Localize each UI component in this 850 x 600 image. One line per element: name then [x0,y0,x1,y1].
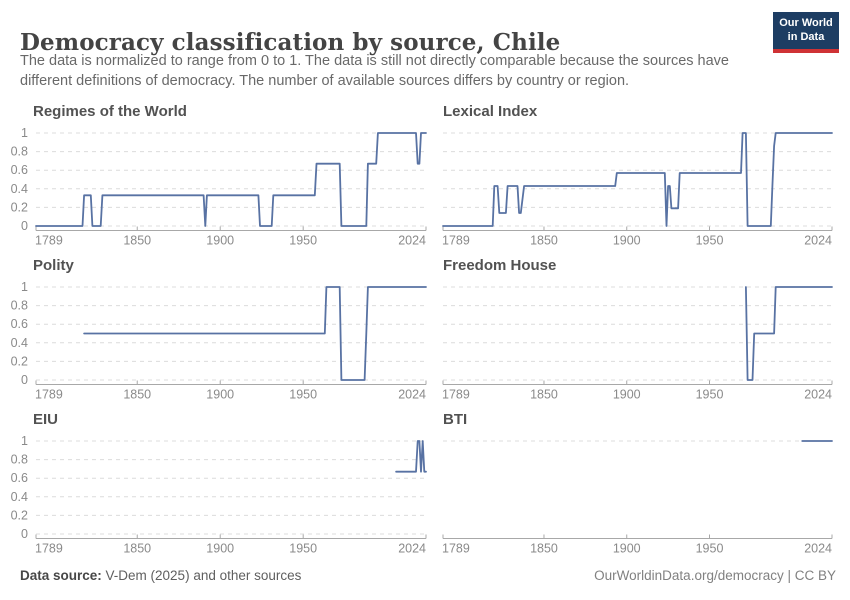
x-axis-tick-label: 1900 [613,542,641,556]
y-axis-tick-label: 1 [21,434,28,448]
x-axis-tick-label: 1900 [206,542,234,556]
x-axis-tick-label: 1789 [35,542,63,556]
chart-title-regimes-of-the-world: Regimes of the World [33,103,187,120]
y-axis-tick-label: 0.6 [11,163,28,177]
y-axis-tick-label: 0.8 [11,145,28,159]
chart-canvas-lexical-index: 1789 1850 1900 1950 2024 [442,132,833,248]
owid-logo: Our World in Data [773,12,839,53]
x-axis-tick-label: 1950 [696,542,724,556]
data-series-line [744,286,833,381]
x-axis-tick-label: 1850 [123,388,151,402]
x-axis-tick-label: 1789 [442,388,470,402]
x-axis-tick-label: 1950 [289,542,317,556]
y-axis-tick-label: 0.6 [11,317,28,331]
x-axis-tick-label: 2024 [804,388,832,402]
x-axis-tick-label: 2024 [804,234,832,248]
y-axis-tick-label: 0.4 [11,336,28,350]
x-axis-tick-label: 2024 [398,388,426,402]
x-axis-tick-label: 1900 [206,234,234,248]
y-axis-tick-label: 0.2 [11,508,28,522]
owid-logo-line2: in Data [787,30,825,43]
chart-title-eiu: EIU [33,411,59,428]
x-axis-tick-label: 1789 [442,234,470,248]
x-axis-tick-label: 1850 [123,234,151,248]
x-axis-tick-label: 1850 [123,542,151,556]
y-axis-tick-label: 0 [21,373,28,387]
y-axis-tick-label: 1 [21,280,28,294]
x-axis-tick-label: 1850 [530,542,558,556]
y-axis-tick-label: 0.4 [11,490,28,504]
x-axis-tick-label: 1900 [206,388,234,402]
x-axis-tick-label: 2024 [804,542,832,556]
owid-logo-line1: Our World [779,17,833,29]
chart-title-bti: BTI [443,411,468,428]
footer-source-text: V-Dem (2025) and other sources [101,568,302,583]
x-axis-tick-label: 2024 [398,542,426,556]
y-axis-tick-label: 0.2 [11,200,28,214]
chart-canvas-eiu: 1 0.8 0.6 0.4 0.2 0 1789 1850 1900 1950 2024 [11,434,427,556]
footer-source: Data source: V-Dem (2025) and other sour… [20,568,301,583]
page-title: Democracy classification by source, Chil… [20,29,561,57]
chart-canvas-bti: 1789 1850 1900 1950 2024 [442,440,833,556]
x-axis-tick-label: 1950 [696,234,724,248]
x-axis-tick-label: 1900 [613,234,641,248]
x-axis-tick-label: 1850 [530,388,558,402]
y-axis-tick-label: 0 [21,527,28,541]
data-series-line [35,132,427,227]
x-axis-tick-label: 1789 [442,542,470,556]
x-axis-tick-label: 1789 [35,388,63,402]
x-axis-tick-label: 1950 [696,388,724,402]
chart-canvas-regimes-of-the-world: 1 0.8 0.6 0.4 0.2 0 1789 1850 1900 1950 2024 [11,126,427,248]
y-axis-tick-label: 0.8 [11,453,28,467]
x-axis-tick-label: 1950 [289,388,317,402]
data-series-line [395,440,427,473]
y-axis-tick-label: 0 [21,219,28,233]
x-axis-tick-label: 1850 [530,234,558,248]
x-axis-tick-label: 2024 [398,234,426,248]
chart-canvas-freedom-house: 1789 1850 1900 1950 2024 [442,286,833,402]
y-axis-tick-label: 0.2 [11,354,28,368]
x-axis-tick-label: 1950 [289,234,317,248]
y-axis-tick-label: 1 [21,126,28,140]
chart-title-lexical-index: Lexical Index [443,103,538,120]
chart-subtitle: The data is normalized to range from 0 t… [20,53,729,89]
chart-title-freedom-house: Freedom House [443,257,557,274]
chart-canvas-polity: 1 0.8 0.6 0.4 0.2 0 1789 1850 1900 1950 2024 [11,280,427,402]
y-axis-tick-label: 0.4 [11,182,28,196]
data-series-line [442,132,833,227]
data-series-line [83,286,427,381]
x-axis-tick-label: 1900 [613,388,641,402]
chart-title-polity: Polity [33,257,74,274]
y-axis-tick-label: 0.8 [11,299,28,313]
y-axis-tick-label: 0.6 [11,471,28,485]
footer-source-label: Data source: [20,568,102,583]
x-axis-tick-label: 1789 [35,234,63,248]
footer-license: OurWorldinData.org/democracy | CC BY [594,568,836,583]
